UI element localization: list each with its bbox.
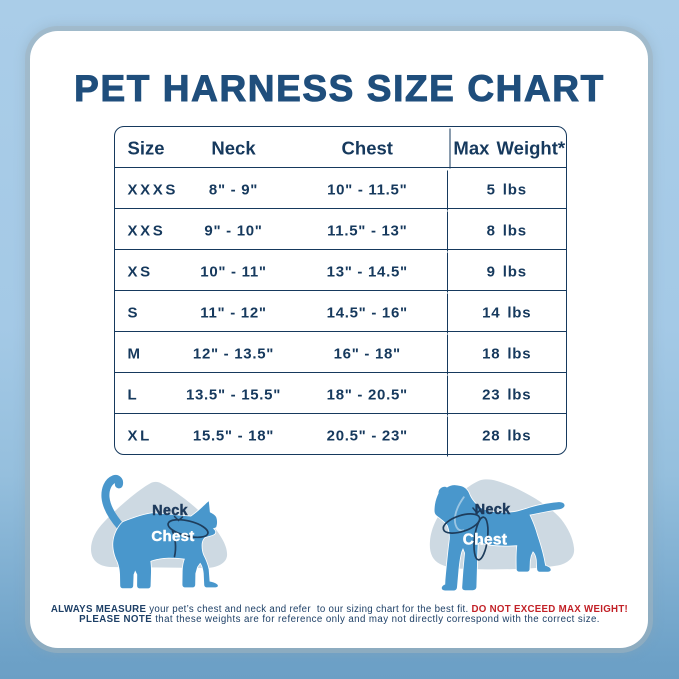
svg-text:Chest: Chest	[463, 532, 508, 549]
svg-text:Neck: Neck	[152, 503, 188, 519]
svg-text:Chest: Chest	[151, 528, 194, 545]
svg-text:Neck: Neck	[475, 502, 511, 518]
